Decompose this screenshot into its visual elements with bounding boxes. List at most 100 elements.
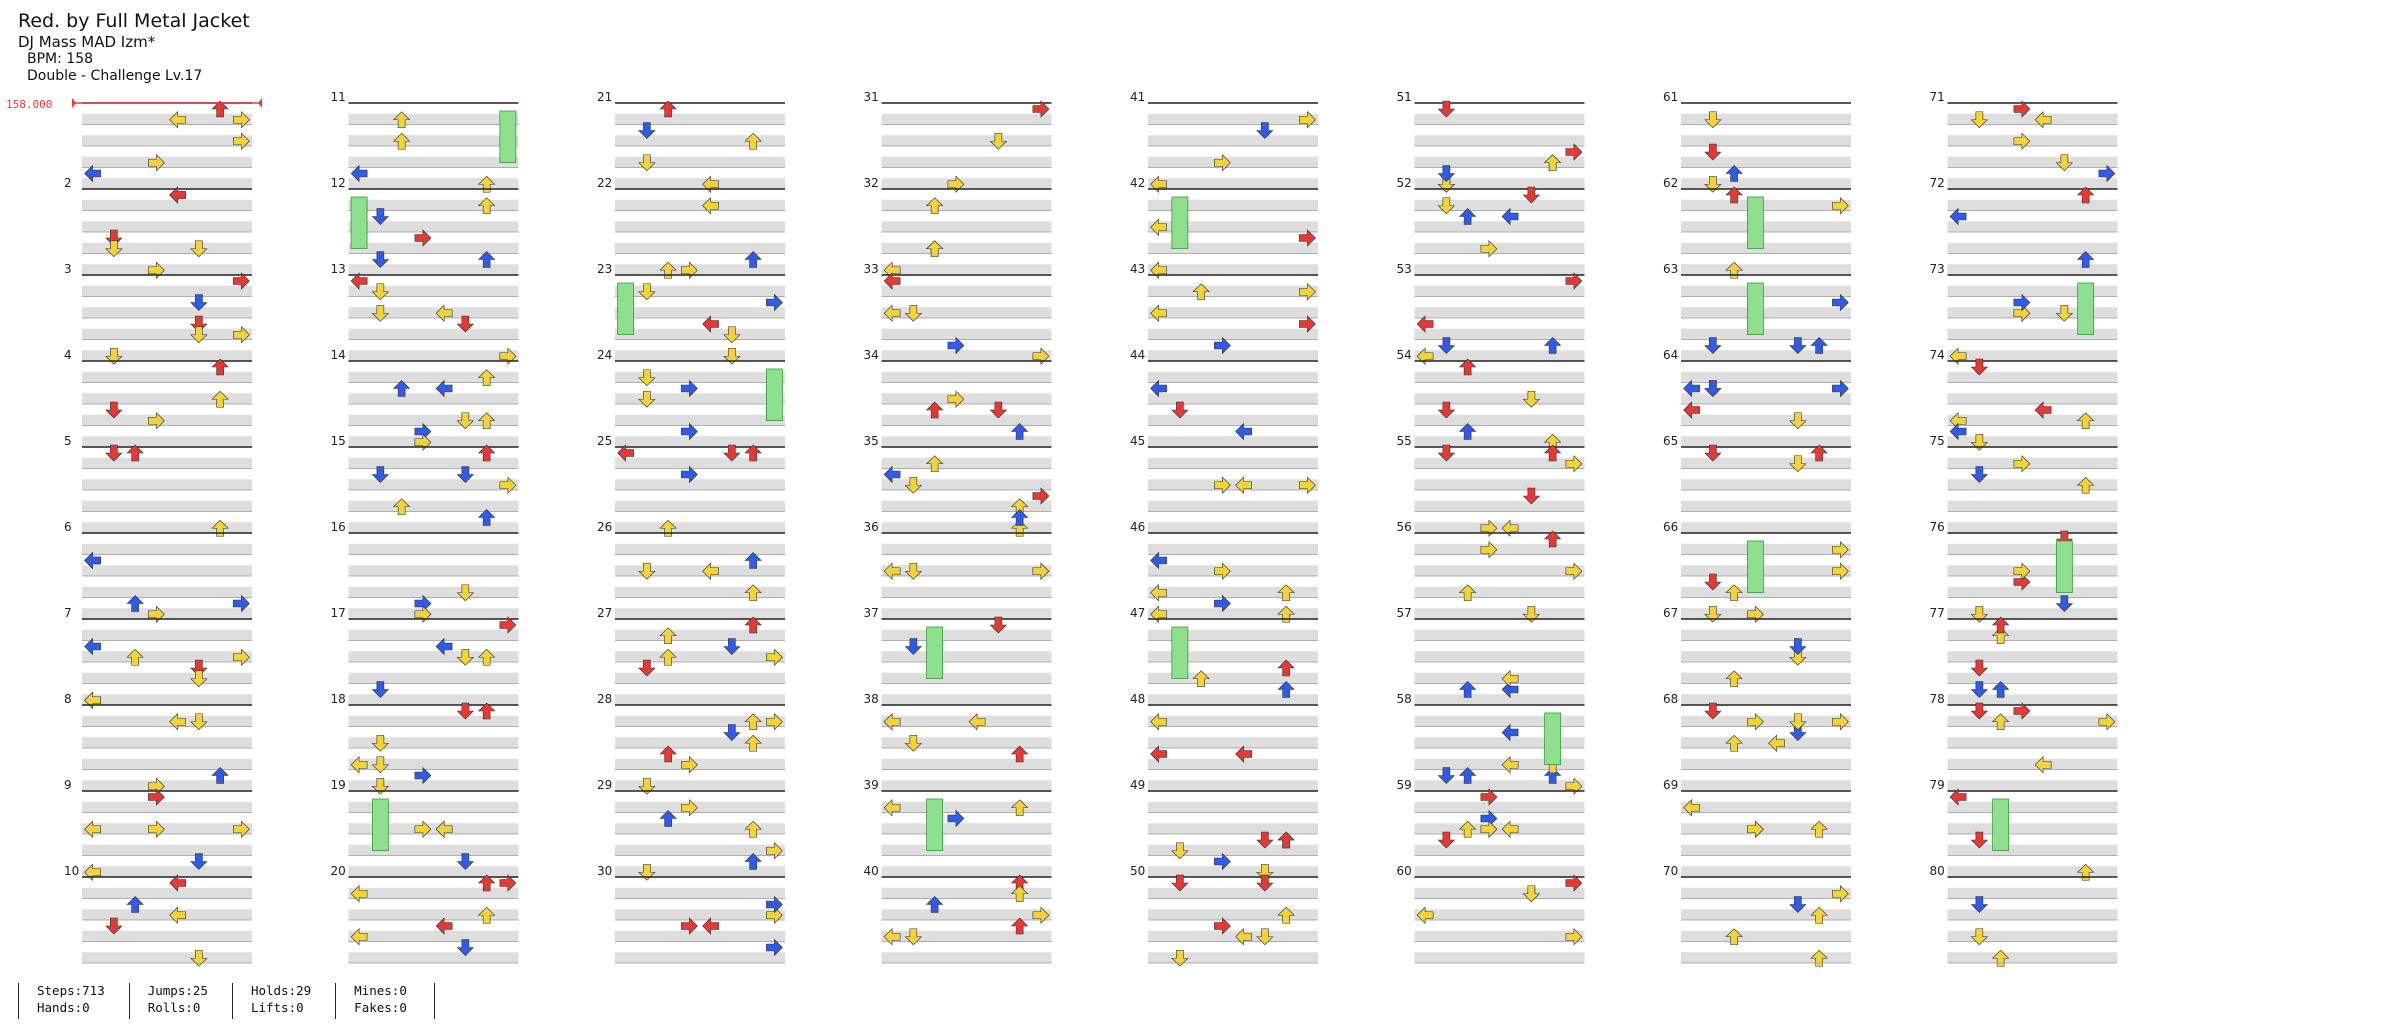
beat-stripe [82,543,252,555]
beat-stripe [1148,350,1318,361]
step-arrow [456,939,475,956]
step-arrow [1480,541,1498,559]
beat-stripe [615,930,785,942]
measure-number: 29 [597,778,612,792]
step-arrow [681,379,698,398]
measure-number: 68 [1663,692,1678,706]
step-arrow [1991,949,2010,967]
step-arrow [392,498,411,516]
step-arrow [1416,347,1434,365]
step-arrow [148,261,165,279]
measure-number: 61 [1663,90,1678,104]
step-arrow [1235,745,1252,763]
step-arrow [1501,820,1519,838]
step-arrow [105,401,123,419]
beat-stripe [1681,565,1851,576]
step-arrow [1480,240,1498,258]
beat-stripe [881,135,1052,146]
measure-number: 69 [1663,778,1678,792]
step-arrow [1150,551,1167,570]
measure-number: 32 [864,176,879,190]
step-arrow [1299,283,1316,301]
beat-stripe [1681,221,1851,232]
step-arrow [1725,584,1743,602]
step-arrow [766,648,783,666]
measure-number: 24 [597,348,612,362]
step-arrow [1970,831,1989,849]
step-arrow [659,648,677,666]
step-arrow [1789,638,1807,655]
measure-number: 75 [1930,434,1945,448]
step-arrow [1565,272,1583,290]
beat-stripe [1414,608,1585,619]
step-arrow [350,272,368,290]
beat-stripe [881,242,1052,254]
beat-stripe [881,436,1052,447]
step-arrow [766,842,783,860]
step-arrow [1565,455,1583,473]
beat-stripe [1947,135,2118,146]
beat-stripe [348,371,519,383]
step-arrow [723,638,741,655]
step-arrow [1810,337,1828,354]
step-arrow [1768,734,1785,752]
step-arrow [659,519,677,537]
beat-stripe [1414,909,1585,920]
chart-column: 71 72 73 74 75 76 77 78 79 80 [1930,90,2118,967]
beat-stripe [1414,479,1585,490]
hold-body [1171,626,1189,679]
step-arrow [1437,337,1456,354]
step-arrow [1565,143,1583,161]
step-arrow [1416,315,1434,333]
step-arrow [190,315,208,333]
beat-stripe [1947,608,2118,619]
step-arrow [1970,111,1989,129]
step-arrow [659,627,677,645]
beat-stripe [1947,930,2118,942]
beat-stripe [881,672,1052,684]
step-arrow [1725,186,1743,204]
beat-stripe [348,758,519,770]
step-arrow [1991,713,2010,731]
step-arrow [1192,283,1210,301]
step-arrow [105,240,123,258]
step-arrow [1747,605,1764,623]
beat-stripe [82,651,252,662]
measure-number: 65 [1663,434,1678,448]
beat-stripe [1681,285,1851,297]
step-arrow [1235,476,1252,494]
beat-stripe [1947,565,2118,576]
step-arrow [1704,702,1722,720]
measure-number: 42 [1130,176,1145,190]
bpm-text: BPM: 158 [27,50,94,67]
hold-body [2055,540,2073,593]
step-arrow [744,616,762,634]
beat-stripe [1148,651,1318,662]
beat-stripe [82,500,252,512]
measure-number: 30 [597,864,612,878]
beat-stripe [82,586,252,598]
measure-number: 25 [597,434,612,448]
bpm-marker-left-icon [72,98,76,108]
beat-stripe [348,565,519,576]
beat-stripe [1681,651,1851,662]
step-arrow [1543,530,1562,548]
beat-stripe [1414,522,1585,533]
step-arrow [499,874,517,892]
step-arrow [1235,422,1252,441]
step-arrow [2034,756,2052,774]
beat-stripe [1947,866,2118,877]
stat-lifts: Lifts:0 [250,999,304,1015]
beat-stripe [881,522,1052,533]
measure-number: 60 [1397,864,1412,878]
beat-stripe [1148,543,1318,555]
beat-stripe [1681,780,1851,791]
beat-stripe [615,371,785,383]
stat-fakes: Fakes:0 [354,999,407,1015]
step-arrow [371,304,390,322]
step-arrow [105,347,123,365]
beat-stripe [615,758,785,770]
step-arrow [2013,100,2031,118]
step-arrow [435,820,453,838]
step-arrow [883,928,901,946]
